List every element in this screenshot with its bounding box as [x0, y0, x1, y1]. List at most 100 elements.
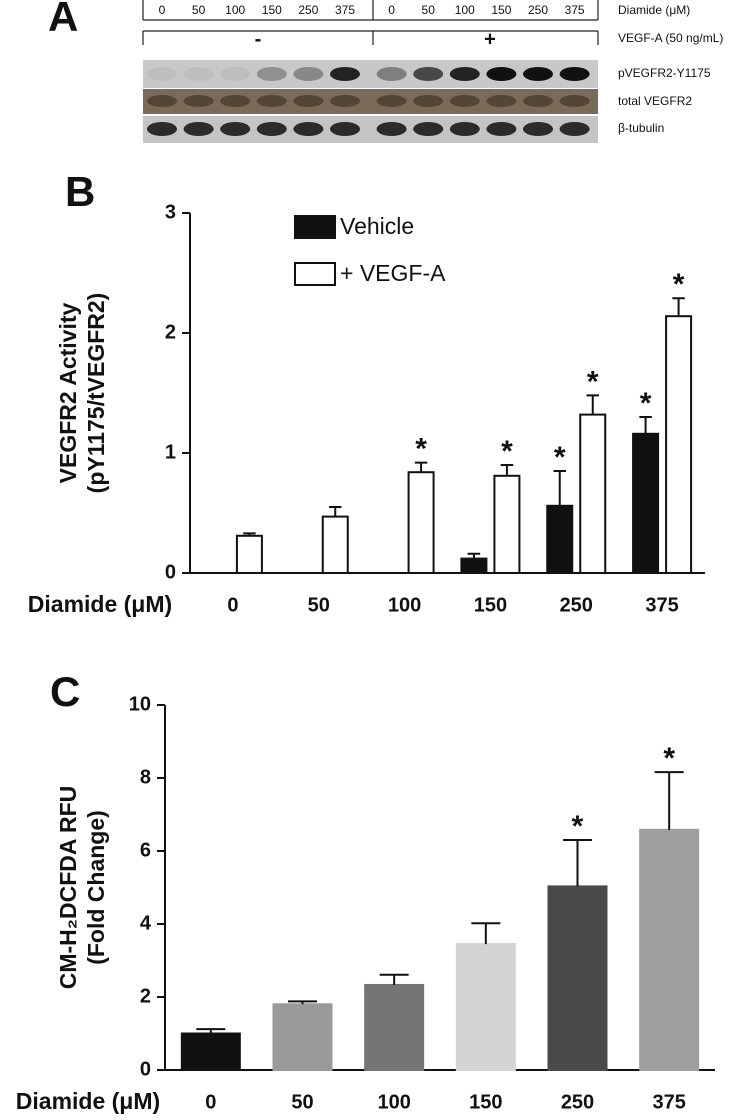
error-bar [467, 552, 481, 559]
bar [180, 1032, 241, 1071]
bar [460, 557, 488, 574]
band [220, 122, 251, 136]
band [413, 95, 444, 107]
band [147, 95, 177, 107]
error-bar [654, 771, 684, 830]
error-bar [243, 532, 256, 536]
panel-letter: C [50, 668, 80, 715]
bar [632, 432, 660, 574]
vegf-minus: - [255, 28, 262, 50]
dose-label: 150 [491, 3, 511, 17]
band [523, 95, 553, 107]
band [293, 122, 324, 136]
band [330, 122, 360, 136]
band [256, 95, 287, 107]
y-tick-label: 0 [165, 561, 176, 583]
y-tick-label: 4 [140, 912, 152, 934]
significance: * [572, 810, 584, 843]
band [376, 95, 407, 107]
significance: * [415, 433, 427, 466]
band-label: total VEGFR2 [618, 94, 692, 108]
x-axis-title: Diamide (μM) [28, 591, 172, 617]
y-axis-title: (pY1175/tVEGFR2) [83, 293, 109, 494]
band [486, 67, 517, 81]
dose-label: 50 [422, 3, 436, 17]
error-bar [586, 394, 599, 415]
x-tick-label: 250 [560, 594, 593, 616]
band [449, 122, 480, 136]
band-label: pVEGFR2-Y1175 [618, 66, 711, 80]
diamide-label: Diamide (μM) [618, 3, 690, 17]
y-tick-label: 2 [140, 985, 151, 1007]
x-tick-label: 100 [377, 1091, 410, 1113]
band [559, 67, 590, 81]
bar [455, 943, 516, 1072]
y-tick-label: 6 [140, 839, 151, 861]
bar [272, 1003, 333, 1071]
error-bar [471, 922, 501, 945]
blot-header-lines [142, 0, 599, 45]
dose-label: 100 [455, 3, 475, 17]
error-bar [672, 297, 685, 317]
panel-letter: A [48, 0, 78, 40]
error-bar [563, 839, 592, 887]
error-bar [500, 464, 514, 476]
significance: * [663, 742, 675, 775]
error-bar [639, 416, 652, 434]
error-bar [553, 470, 566, 506]
y-tick-label: 2 [165, 321, 176, 343]
x-tick-label: 50 [291, 1091, 313, 1113]
dose-label: 150 [262, 3, 282, 17]
y-tick-label: 8 [140, 766, 151, 788]
band [147, 67, 177, 81]
band [523, 122, 553, 136]
dose-label: 0 [159, 3, 166, 17]
x-axis-title: Diamide (μM) [16, 1088, 160, 1114]
band [183, 95, 214, 107]
band [256, 67, 287, 81]
band-label: β-tubulin [618, 121, 664, 135]
band [523, 67, 553, 81]
bar [547, 885, 608, 1072]
bar [407, 471, 435, 575]
band [183, 122, 214, 136]
x-tick-label: 250 [561, 1091, 594, 1113]
error-bar [196, 1028, 226, 1034]
band [486, 95, 517, 107]
significance: * [554, 441, 566, 474]
error-bar [329, 506, 342, 517]
dose-label: 0 [388, 3, 395, 17]
band [413, 122, 444, 136]
band [220, 95, 251, 107]
band [413, 67, 444, 81]
significance: * [587, 365, 599, 398]
vegf-plus: + [484, 28, 496, 50]
band [330, 95, 360, 107]
bar [665, 315, 693, 574]
band [559, 122, 590, 136]
band [449, 95, 480, 107]
y-tick-label: 3 [165, 201, 176, 223]
x-tick-label: 50 [308, 594, 330, 616]
band [376, 122, 407, 136]
legend-swatch [294, 215, 336, 239]
x-tick-label: 0 [205, 1091, 216, 1113]
x-tick-label: 150 [469, 1091, 502, 1113]
y-tick-label: 0 [140, 1058, 151, 1080]
x-tick-label: 375 [645, 594, 678, 616]
significance: * [673, 268, 685, 301]
vegf-label: VEGF-A (50 ng/mL) [618, 31, 723, 45]
bar [546, 504, 574, 574]
band [559, 95, 590, 107]
error-bar [414, 461, 428, 473]
x-tick-label: 150 [474, 594, 507, 616]
y-tick-label: 10 [129, 693, 151, 715]
x-tick-label: 375 [652, 1091, 685, 1113]
panel-letter: B [65, 168, 95, 215]
band [293, 95, 324, 107]
bar [639, 828, 700, 1072]
dose-label: 250 [298, 3, 318, 17]
x-tick-label: 0 [227, 594, 238, 616]
legend-swatch [294, 262, 336, 286]
band [220, 67, 251, 81]
